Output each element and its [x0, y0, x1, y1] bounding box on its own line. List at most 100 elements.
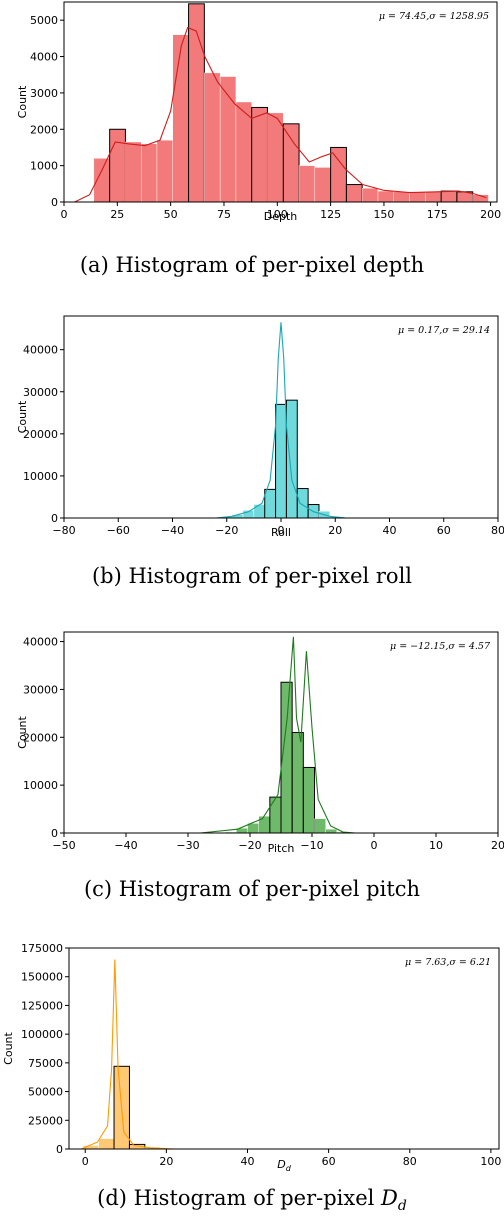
dd-xtick-label: 80	[403, 1155, 417, 1168]
pitch-xtick-label: 20	[491, 839, 504, 852]
roll-xtick-label: 60	[437, 524, 451, 537]
pitch-xtick-label: −10	[300, 839, 323, 852]
roll-ytick-label: 20000	[23, 428, 58, 441]
depth-ytick-label: 4000	[30, 51, 58, 64]
depth-bar	[345, 184, 363, 203]
pitch-bar	[258, 816, 271, 834]
roll-xtick-label: 40	[383, 524, 397, 537]
depth-ytick-label: 0	[51, 196, 58, 209]
depth-ytick-label: 5000	[30, 14, 58, 27]
depth-bar	[330, 146, 347, 203]
roll-xtick-label: 80	[491, 524, 504, 537]
depth-bar	[125, 141, 142, 203]
depth-bar	[204, 72, 221, 203]
pitch-xtick-label: 10	[429, 839, 443, 852]
pitch-xtick-label: −40	[114, 839, 137, 852]
pitch-ytick-label: 30000	[23, 683, 58, 696]
depth-xtick-label: 75	[217, 208, 231, 221]
depth-ytick-label: 3000	[30, 87, 58, 100]
dd-xlabel-main: D	[277, 1158, 285, 1171]
pitch-bar	[291, 732, 304, 834]
roll-ytick-label: 40000	[23, 344, 58, 357]
depth-bar	[251, 106, 268, 203]
dd-kde-line	[80, 959, 175, 1150]
depth-bar	[93, 158, 110, 203]
roll-stat-annotation: μ = 0.17,σ = 29.14	[398, 325, 490, 336]
depth-ytick-label: 1000	[30, 160, 58, 173]
depth-ylabel: Count	[16, 85, 29, 118]
dd-xlabel-sub: d	[286, 1164, 292, 1173]
roll-caption: (b) Histogram of per-pixel roll	[92, 564, 412, 588]
roll-xlabel: Roll	[271, 526, 291, 539]
depth-stat-annotation: μ = 74.45,σ = 1258.95	[379, 11, 489, 22]
depth-caption: (a) Histogram of per-pixel depth	[80, 253, 424, 277]
dd-plot-frame	[68, 947, 500, 1150]
depth-histogram-panel: 0 1000 2000 3000 4000 5000 0 25 50 75 100 125 150 175…	[16, 1, 501, 277]
pitch-kde-line	[200, 636, 356, 834]
depth-plot-frame	[63, 1, 498, 203]
dd-histogram-panel: 0 25000 50000 75000 100000 125000 150000 175000…	[2, 942, 501, 1214]
depth-bar	[298, 165, 316, 203]
pitch-caption-text: (c) Histogram of per-pixel pitch	[84, 877, 420, 901]
pitch-ytick-label: 0	[51, 827, 58, 840]
pitch-bar	[325, 828, 338, 834]
pitch-caption: (c) Histogram of per-pixel pitch	[84, 877, 420, 901]
dd-ylabel: Count	[2, 1031, 15, 1064]
dd-ytick-label: 175000	[21, 942, 63, 955]
depth-bar	[393, 191, 410, 203]
roll-xtick-label: −80	[52, 524, 75, 537]
dd-xtick-label: 40	[240, 1155, 254, 1168]
depth-bar	[109, 128, 126, 203]
depth-xlabel: Depth	[264, 210, 298, 223]
pitch-ytick-label: 20000	[23, 731, 58, 744]
roll-bar	[275, 403, 287, 519]
roll-ytick-label: 10000	[23, 470, 58, 483]
depth-xtick-label: 125	[320, 208, 341, 221]
depth-bar	[377, 190, 394, 203]
depth-xtick-label: 100	[267, 208, 288, 221]
roll-ytick-label: 30000	[23, 386, 58, 399]
dd-bar	[98, 1138, 115, 1150]
dd-xtick-label: 0	[82, 1155, 89, 1168]
dd-stat-annotation: μ = 7.63,σ = 6.21	[405, 957, 491, 968]
depth-bar	[361, 187, 379, 203]
dd-ytick-label: 125000	[21, 999, 63, 1012]
depth-bar	[282, 123, 300, 203]
pitch-plot-frame	[63, 631, 499, 834]
roll-bar	[285, 399, 298, 519]
pitch-xtick-label: −30	[176, 839, 199, 852]
pitch-xtick-label: −50	[52, 839, 75, 852]
depth-bar	[425, 191, 442, 203]
pitch-xtick-label: −20	[238, 839, 261, 852]
depth-kde-line	[74, 26, 487, 203]
dd-xtick-label: 60	[322, 1155, 336, 1168]
pitch-stat-annotation: μ = −12.15,σ = 4.57	[390, 641, 491, 652]
roll-xtick-label: −20	[215, 524, 238, 537]
depth-xtick-label: 200	[480, 208, 501, 221]
depth-bar	[440, 190, 458, 203]
roll-bar	[264, 488, 277, 519]
roll-xtick-label: −60	[107, 524, 130, 537]
depth-bar	[314, 167, 331, 203]
depth-xtick-label: 150	[373, 208, 394, 221]
pitch-bar	[269, 796, 282, 834]
depth-xtick-label: 25	[110, 208, 124, 221]
pitch-xtick-label: 0	[371, 839, 378, 852]
pitch-ylabel: Count	[16, 715, 29, 748]
depth-caption-text: (a) Histogram of per-pixel depth	[80, 253, 424, 277]
dd-caption-sub: d	[398, 1198, 407, 1214]
depth-bar	[141, 143, 158, 203]
dd-xtick-label: 20	[159, 1155, 173, 1168]
dd-ytick-label: 75000	[28, 1057, 63, 1070]
pitch-histogram-panel: 0 10000 20000 30000 40000 −50 −40 −30 −20 0 10 20 −1…	[16, 631, 504, 901]
depth-bar	[267, 112, 284, 203]
depth-bar	[156, 139, 173, 203]
depth-xtick-label: 0	[61, 208, 68, 221]
pitch-bar	[247, 823, 259, 834]
pitch-ytick-label: 40000	[23, 636, 58, 649]
pitch-ytick-label: 10000	[23, 779, 58, 792]
dd-ytick-label: 0	[56, 1143, 63, 1156]
depth-bar	[188, 3, 205, 203]
depth-xtick-label: 50	[164, 208, 178, 221]
dd-caption-var: D	[380, 1186, 398, 1210]
